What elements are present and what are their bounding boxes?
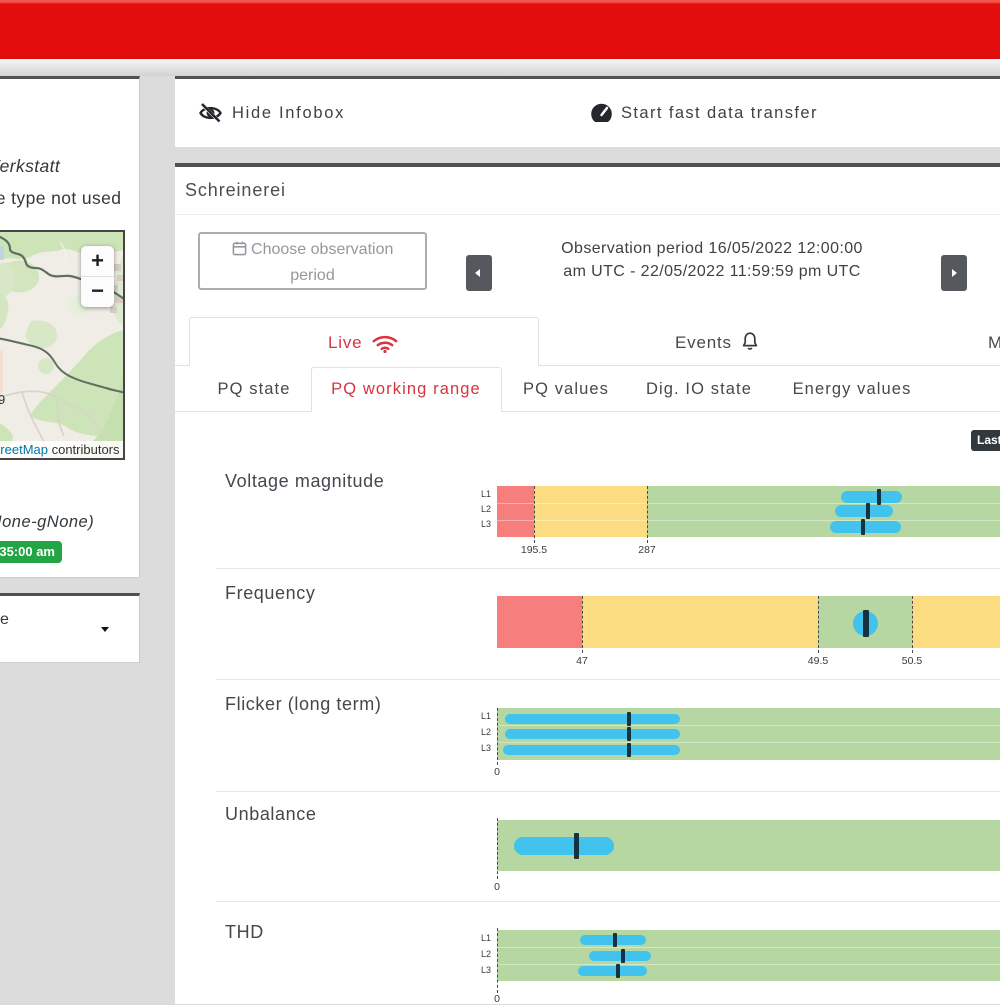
svg-text:9: 9 [0,392,5,407]
